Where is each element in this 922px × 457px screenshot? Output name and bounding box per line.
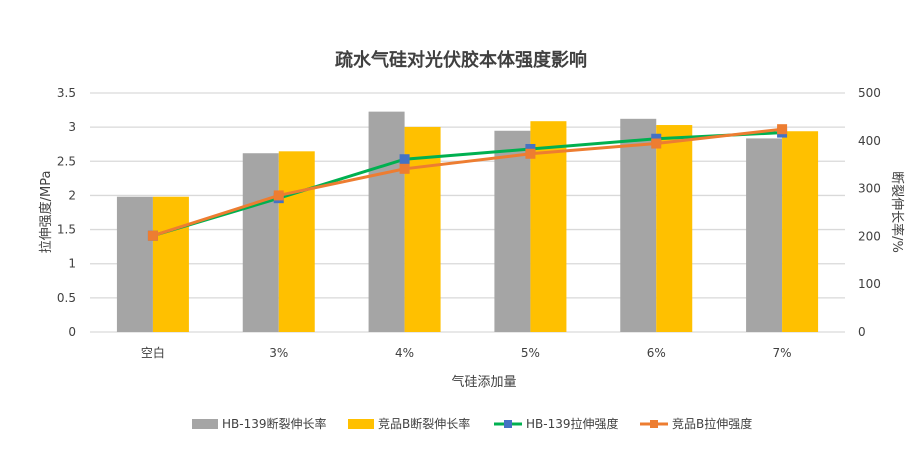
bar-hb139-elongation bbox=[242, 153, 279, 332]
y2-tick-label: 300 bbox=[858, 182, 881, 196]
y2-tick-label: 400 bbox=[858, 134, 881, 148]
y-tick-label: 0.5 bbox=[57, 291, 76, 305]
bar-hb139-elongation bbox=[746, 138, 783, 332]
y2-tick-label: 100 bbox=[858, 277, 881, 291]
legend-marker bbox=[504, 420, 512, 428]
bar-competitor-b-elongation bbox=[152, 196, 189, 332]
x-tick-label: 4% bbox=[395, 346, 414, 360]
line-hb139-strength bbox=[152, 131, 783, 238]
point-competitor-b-strength bbox=[399, 163, 410, 174]
legend-marker bbox=[650, 420, 658, 428]
x-tick-label: 6% bbox=[647, 346, 666, 360]
legend-label: HB-139断裂伸长率 bbox=[222, 416, 327, 431]
y-tick-label: 1 bbox=[68, 257, 76, 271]
y-tick-label: 3 bbox=[68, 120, 76, 134]
y-axis-label: 拉伸强度/MPa bbox=[38, 171, 54, 254]
y-tick-label: 3.5 bbox=[57, 86, 76, 100]
line-competitor-b-strength bbox=[152, 127, 783, 238]
point-competitor-b-strength bbox=[651, 138, 662, 149]
bar-competitor-b-elongation bbox=[656, 125, 693, 332]
x-tick-label: 7% bbox=[773, 346, 792, 360]
bar-competitor-b-elongation bbox=[782, 131, 819, 332]
x-tick-label: 3% bbox=[269, 346, 288, 360]
bar-hb139-elongation bbox=[368, 111, 405, 332]
y2-tick-label: 200 bbox=[858, 229, 881, 243]
y-tick-label: 0 bbox=[68, 325, 76, 339]
bar-hb139-elongation bbox=[116, 196, 153, 332]
y-tick-label: 1.5 bbox=[57, 223, 76, 237]
point-competitor-b-strength bbox=[147, 230, 158, 241]
point-competitor-b-strength bbox=[777, 124, 788, 135]
bar-competitor-b-elongation bbox=[530, 121, 567, 333]
x-tick-label: 5% bbox=[521, 346, 540, 360]
y-tick-label: 2.5 bbox=[57, 154, 76, 168]
point-competitor-b-strength bbox=[525, 148, 536, 159]
x-tick-label: 空白 bbox=[141, 345, 165, 360]
legend-label: HB-139拉伸强度 bbox=[526, 416, 619, 431]
y2-tick-label: 500 bbox=[858, 86, 881, 100]
chart-title: 疏水气硅对光伏胶本体强度影响 bbox=[335, 49, 587, 71]
point-hb139-strength bbox=[399, 154, 410, 165]
point-competitor-b-strength bbox=[273, 190, 284, 201]
bar-competitor-b-elongation bbox=[278, 151, 315, 332]
y2-axis-label: 断裂伸长率/% bbox=[889, 171, 905, 253]
y-tick-label: 2 bbox=[68, 188, 76, 202]
legend-label: 竞品B拉伸强度 bbox=[672, 416, 752, 431]
bar-competitor-b-elongation bbox=[404, 126, 441, 332]
y2-tick-label: 0 bbox=[858, 325, 866, 339]
legend-swatch bbox=[348, 419, 374, 429]
x-axis-label: 气硅添加量 bbox=[451, 374, 516, 390]
bar-hb139-elongation bbox=[620, 118, 657, 332]
bar-hb139-elongation bbox=[494, 130, 531, 332]
legend-swatch bbox=[192, 419, 218, 429]
legend-label: 竞品B断裂伸长率 bbox=[378, 416, 470, 431]
